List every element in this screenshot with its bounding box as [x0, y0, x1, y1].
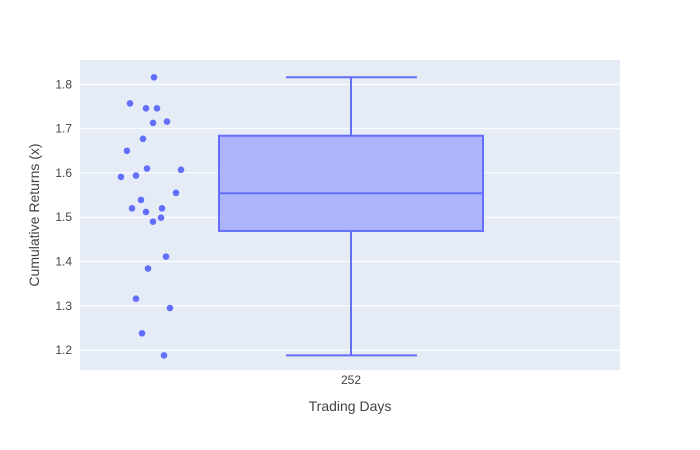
data-point[interactable]: [143, 165, 151, 172]
data-point[interactable]: [128, 205, 136, 212]
y-tick-label-5: 1.7: [55, 122, 72, 136]
x-tick-label-0: 252: [341, 373, 361, 387]
data-point[interactable]: [139, 135, 147, 143]
data-point[interactable]: [123, 147, 131, 155]
y-tick-labels: 1.2 1.3 1.4 1.5 1.6 1.7 1.8: [55, 77, 72, 357]
data-point[interactable]: [144, 265, 152, 272]
data-point[interactable]: [172, 189, 180, 197]
data-point[interactable]: [137, 196, 145, 204]
data-point[interactable]: [157, 214, 165, 221]
y-tick-label-4: 1.6: [55, 166, 72, 180]
data-point[interactable]: [138, 329, 146, 337]
data-point[interactable]: [149, 218, 157, 225]
y-tick-label-0: 1.2: [55, 343, 72, 357]
y-tick-label-6: 1.8: [55, 77, 72, 91]
data-point[interactable]: [150, 73, 158, 81]
y-axis-title: Cumulative Returns (x): [26, 143, 42, 286]
data-point[interactable]: [160, 352, 168, 359]
data-point[interactable]: [177, 166, 185, 174]
data-point[interactable]: [158, 205, 166, 212]
data-point[interactable]: [126, 100, 134, 107]
x-axis-title: Trading Days: [309, 398, 392, 414]
box-trace[interactable]: [218, 76, 484, 357]
data-point[interactable]: [117, 173, 125, 181]
y-tick-label-2: 1.4: [55, 255, 72, 269]
interquartile-box[interactable]: [218, 134, 484, 232]
data-point[interactable]: [153, 104, 161, 112]
data-point[interactable]: [163, 118, 171, 125]
y-tick-label-3: 1.5: [55, 210, 72, 224]
data-point[interactable]: [162, 253, 170, 260]
jitter-points[interactable]: [117, 73, 185, 359]
data-point[interactable]: [132, 172, 140, 179]
data-point[interactable]: [142, 208, 150, 216]
x-tick-labels: 252: [341, 373, 361, 387]
data-point[interactable]: [132, 295, 140, 303]
data-point[interactable]: [142, 104, 150, 112]
y-tick-label-1: 1.3: [55, 299, 72, 313]
data-point[interactable]: [149, 119, 157, 127]
data-point[interactable]: [166, 304, 174, 312]
